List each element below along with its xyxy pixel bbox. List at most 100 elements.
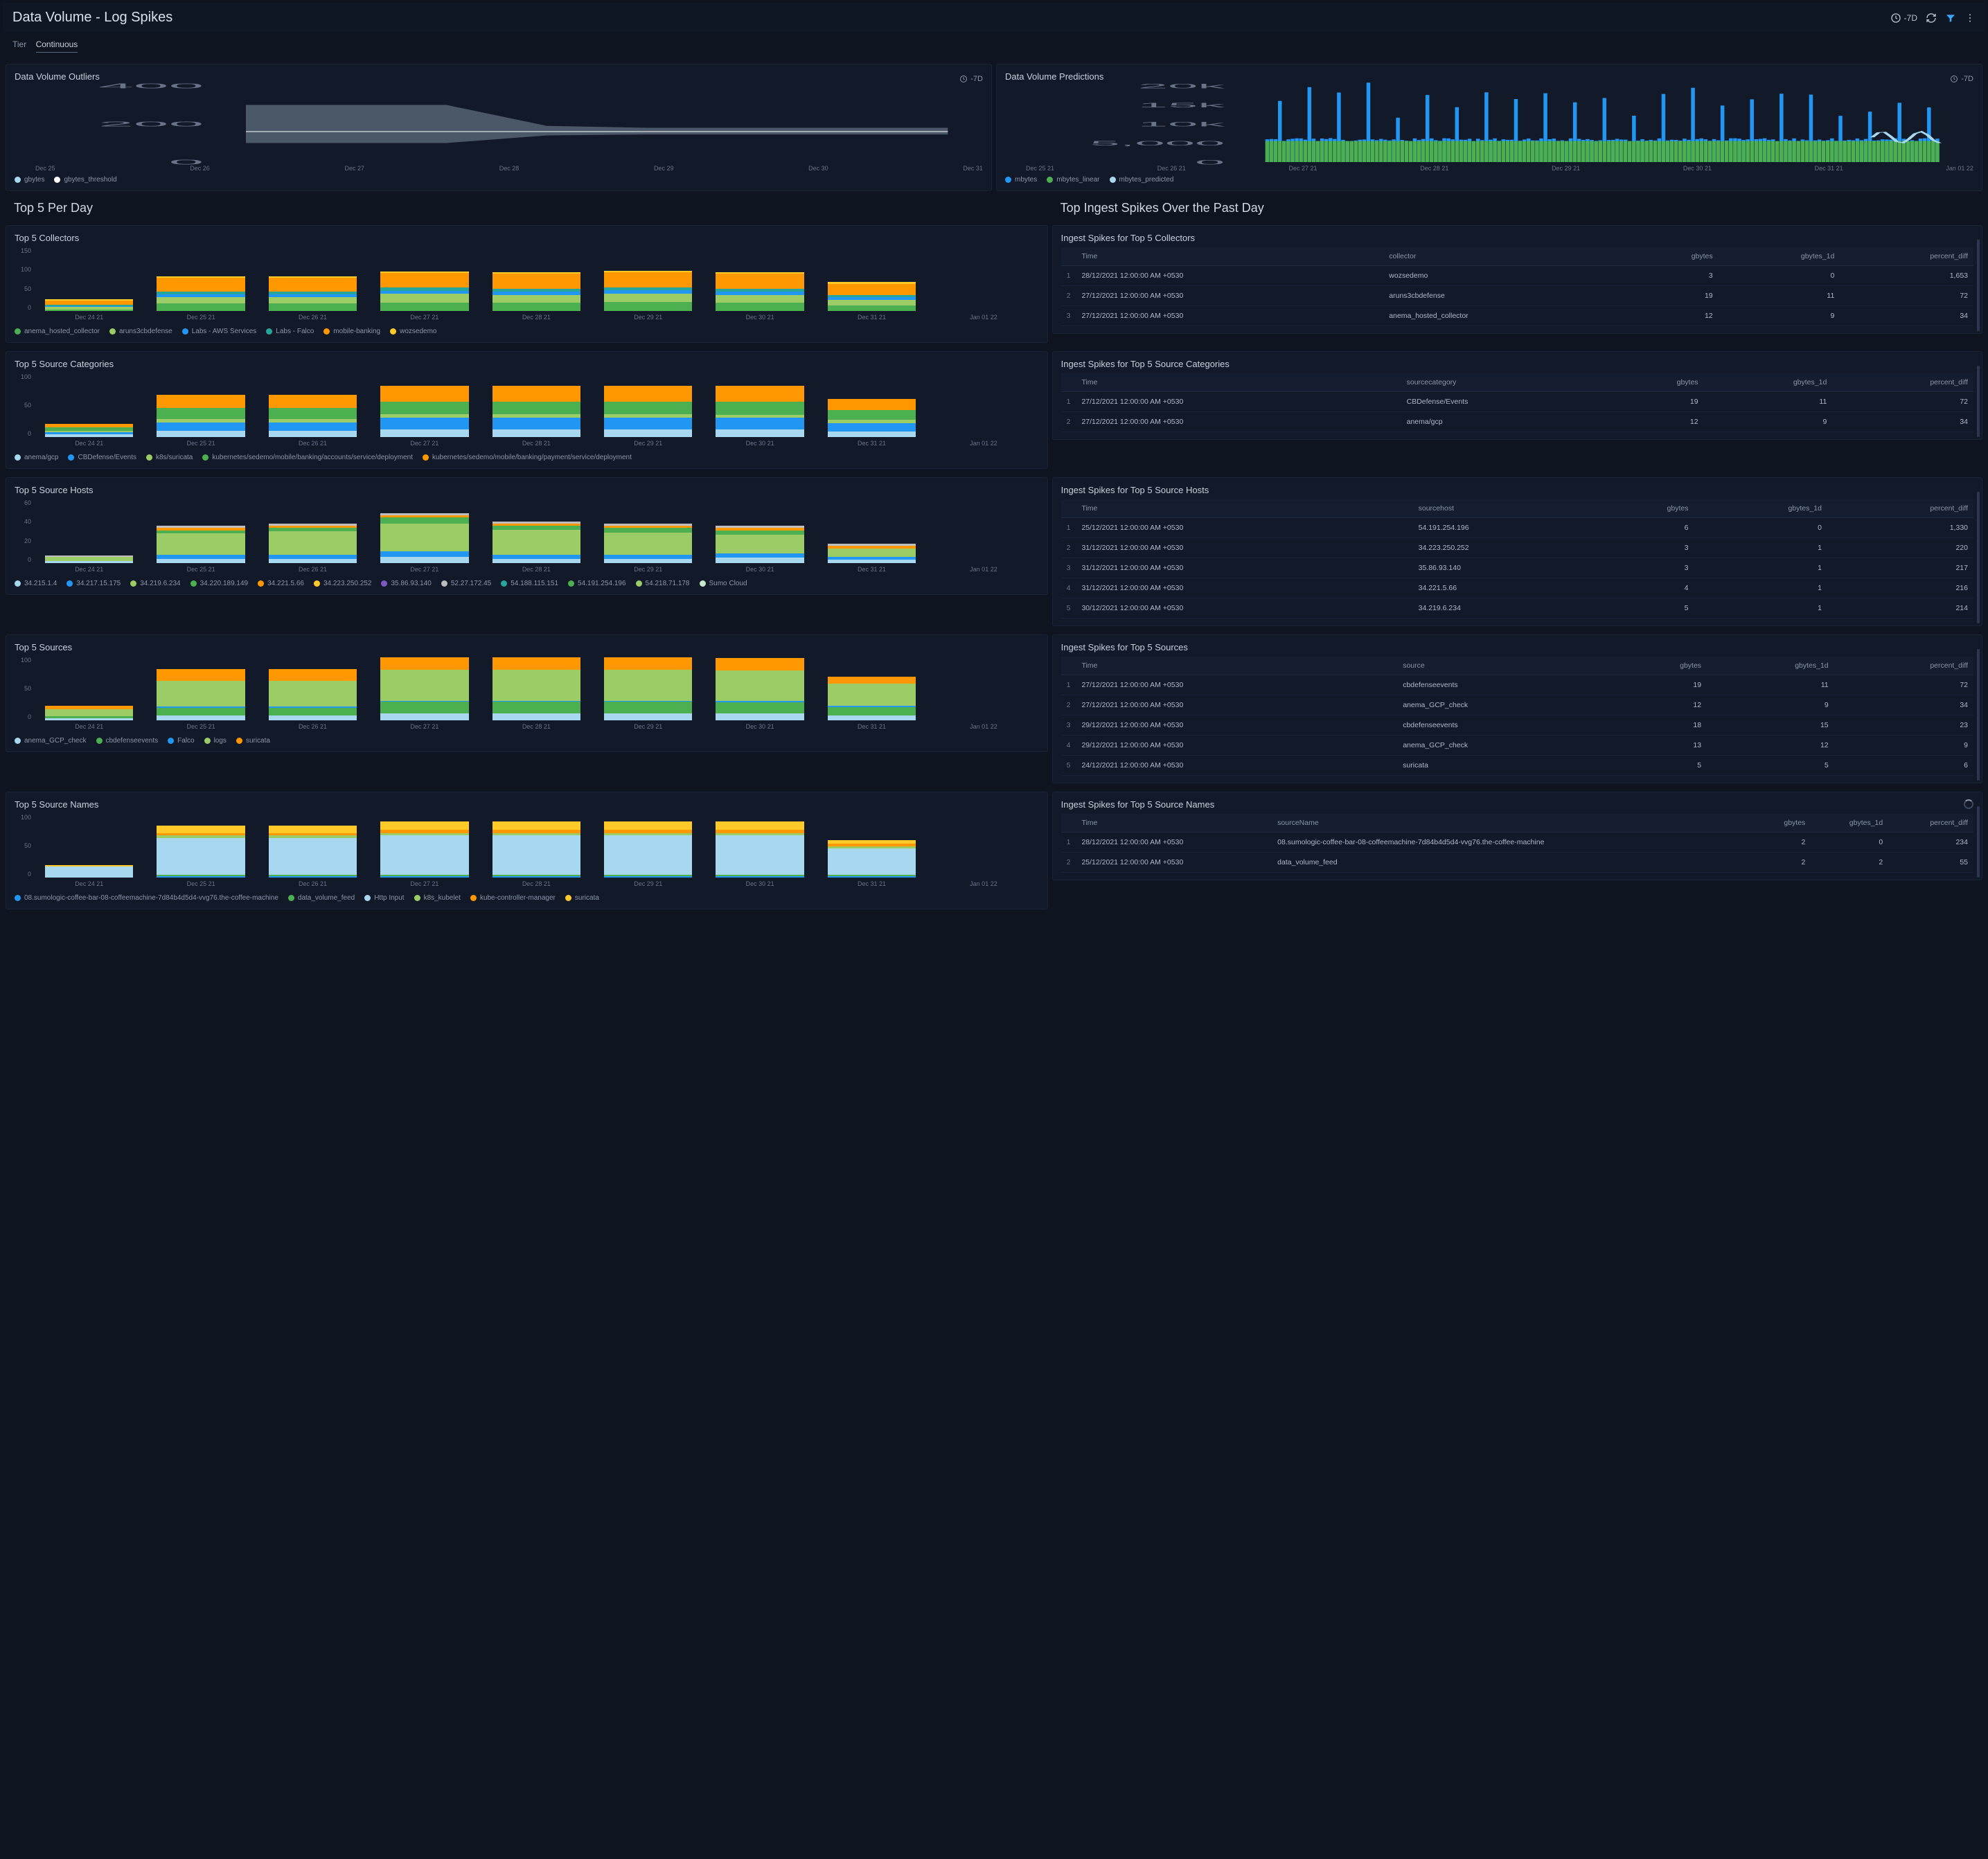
- table-row[interactable]: 227/12/2021 12:00:00 AM +0530aruns3cbdef…: [1061, 286, 1973, 306]
- legend-item[interactable]: CBDefense/Events: [68, 454, 136, 461]
- legend-item[interactable]: Labs - Falco: [266, 328, 314, 335]
- bar-group[interactable]: Dec 25 21: [145, 395, 256, 447]
- legend-item[interactable]: suricata: [565, 894, 599, 902]
- legend-item[interactable]: data_volume_feed: [288, 894, 355, 902]
- filter-tier-select[interactable]: Continuous: [36, 39, 78, 53]
- table-row[interactable]: 429/12/2021 12:00:00 AM +0530anema_GCP_c…: [1061, 736, 1973, 756]
- bar-group[interactable]: Dec 26 21: [258, 524, 368, 573]
- time-range-button[interactable]: -7D: [1890, 12, 1917, 24]
- bar-group[interactable]: Dec 28 21: [481, 522, 592, 573]
- legend-item[interactable]: anema/gcp: [15, 454, 58, 461]
- bar-group[interactable]: Dec 30 21: [704, 526, 815, 573]
- table-row[interactable]: 227/12/2021 12:00:00 AM +0530anema/gcp12…: [1061, 412, 1973, 432]
- refresh-icon[interactable]: [1926, 12, 1937, 24]
- legend-item[interactable]: 34.220.189.149: [190, 580, 249, 587]
- bar-group[interactable]: Dec 26 21: [258, 826, 368, 887]
- bar-group[interactable]: Dec 30 21: [704, 386, 815, 447]
- legend-item[interactable]: kubernetes/sedemo/mobile/banking/payment…: [423, 454, 632, 461]
- bar-group[interactable]: Dec 29 21: [593, 386, 703, 447]
- table-row[interactable]: 127/12/2021 12:00:00 AM +0530cbdefenseev…: [1061, 675, 1973, 695]
- bar-group[interactable]: Dec 29 21: [593, 821, 703, 887]
- bar-group[interactable]: Dec 28 21: [481, 386, 592, 447]
- panel-time-range[interactable]: -7D: [959, 75, 983, 83]
- legend-item[interactable]: 34.219.6.234: [130, 580, 180, 587]
- legend-item[interactable]: 52.27.172.45: [441, 580, 491, 587]
- bar-group[interactable]: Dec 27 21: [369, 513, 479, 573]
- legend-item[interactable]: 34.217.15.175: [66, 580, 121, 587]
- table-row[interactable]: 327/12/2021 12:00:00 AM +0530anema_hoste…: [1061, 306, 1973, 326]
- bar-group[interactable]: Dec 29 21: [593, 524, 703, 573]
- bar-group[interactable]: Dec 31 21: [817, 282, 927, 321]
- bar-group[interactable]: Dec 28 21: [481, 821, 592, 887]
- more-icon[interactable]: [1964, 12, 1976, 24]
- legend-item[interactable]: kubernetes/sedemo/mobile/banking/account…: [202, 454, 413, 461]
- bar-group[interactable]: Jan 01 22: [928, 311, 1038, 321]
- bar-group[interactable]: Dec 27 21: [369, 386, 479, 447]
- legend-item[interactable]: k8s/suricata: [146, 454, 193, 461]
- scrollbar[interactable]: [1977, 240, 1980, 331]
- scrollbar[interactable]: [1977, 492, 1980, 623]
- legend-item[interactable]: cbdefenseevents: [96, 737, 159, 745]
- bar-group[interactable]: Dec 24 21: [34, 706, 144, 730]
- table-row[interactable]: 128/12/2021 12:00:00 AM +053008.sumologi…: [1061, 833, 1973, 853]
- bar-group[interactable]: Dec 24 21: [34, 865, 144, 887]
- legend-item[interactable]: logs: [204, 737, 227, 745]
- legend-item[interactable]: 54.188.115.151: [501, 580, 558, 587]
- scrollbar[interactable]: [1977, 806, 1980, 878]
- table-row[interactable]: 524/12/2021 12:00:00 AM +0530suricata556: [1061, 756, 1973, 776]
- legend-item[interactable]: Labs - AWS Services: [182, 328, 257, 335]
- bar-group[interactable]: Dec 31 21: [817, 544, 927, 573]
- bar-group[interactable]: Dec 24 21: [34, 299, 144, 321]
- bar-group[interactable]: Jan 01 22: [928, 720, 1038, 730]
- bar-group[interactable]: Dec 30 21: [704, 821, 815, 887]
- table-row[interactable]: 225/12/2021 12:00:00 AM +0530data_volume…: [1061, 853, 1973, 873]
- bar-group[interactable]: Dec 25 21: [145, 669, 256, 730]
- legend-item[interactable]: 34.215.1.4: [15, 580, 57, 587]
- bar-group[interactable]: Dec 25 21: [145, 826, 256, 887]
- bar-group[interactable]: Dec 26 21: [258, 669, 368, 730]
- legend-item[interactable]: Http Input: [364, 894, 404, 902]
- legend-item[interactable]: mobile-banking: [323, 328, 380, 335]
- legend-item[interactable]: k8s_kubelet: [414, 894, 461, 902]
- bar-group[interactable]: Dec 28 21: [481, 657, 592, 730]
- legend-item[interactable]: Falco: [168, 737, 194, 745]
- table-row[interactable]: 331/12/2021 12:00:00 AM +053035.86.93.14…: [1061, 558, 1973, 578]
- legend-item[interactable]: Sumo Cloud: [700, 580, 747, 587]
- bar-group[interactable]: Dec 28 21: [481, 272, 592, 321]
- bar-group[interactable]: Dec 27 21: [369, 657, 479, 730]
- table-row[interactable]: 329/12/2021 12:00:00 AM +0530cbdefenseev…: [1061, 715, 1973, 736]
- bar-group[interactable]: Dec 26 21: [258, 276, 368, 321]
- legend-item[interactable]: 35.86.93.140: [381, 580, 431, 587]
- bar-group[interactable]: Dec 25 21: [145, 276, 256, 321]
- legend-item[interactable]: 34.221.5.66: [258, 580, 304, 587]
- legend-item[interactable]: gbytes: [15, 176, 44, 184]
- legend-item[interactable]: 54.191.254.196: [568, 580, 626, 587]
- bar-group[interactable]: Dec 31 21: [817, 677, 927, 730]
- bar-group[interactable]: Dec 30 21: [704, 272, 815, 321]
- table-row[interactable]: 530/12/2021 12:00:00 AM +053034.219.6.23…: [1061, 598, 1973, 619]
- bar-group[interactable]: Dec 30 21: [704, 658, 815, 730]
- bar-group[interactable]: Dec 26 21: [258, 395, 368, 447]
- legend-item[interactable]: anema_GCP_check: [15, 737, 87, 745]
- table-row[interactable]: 431/12/2021 12:00:00 AM +053034.221.5.66…: [1061, 578, 1973, 598]
- table-row[interactable]: 231/12/2021 12:00:00 AM +053034.223.250.…: [1061, 538, 1973, 558]
- bar-group[interactable]: Dec 24 21: [34, 555, 144, 573]
- scrollbar[interactable]: [1977, 366, 1980, 437]
- bar-group[interactable]: Dec 29 21: [593, 657, 703, 730]
- bar-group[interactable]: Dec 27 21: [369, 272, 479, 321]
- scrollbar[interactable]: [1977, 649, 1980, 781]
- legend-item[interactable]: mbytes_predicted: [1110, 176, 1174, 184]
- bar-group[interactable]: Dec 27 21: [369, 821, 479, 887]
- legend-item[interactable]: aruns3cbdefense: [109, 328, 172, 335]
- legend-item[interactable]: 08.sumologic-coffee-bar-08-coffeemachine…: [15, 894, 278, 902]
- legend-item[interactable]: wozsedemo: [390, 328, 436, 335]
- bar-group[interactable]: Dec 25 21: [145, 526, 256, 573]
- legend-item[interactable]: suricata: [236, 737, 270, 745]
- filter-icon[interactable]: [1945, 12, 1956, 24]
- legend-item[interactable]: 34.223.250.252: [314, 580, 372, 587]
- bar-group[interactable]: Jan 01 22: [928, 437, 1038, 447]
- bar-group[interactable]: Dec 31 21: [817, 840, 927, 887]
- legend-item[interactable]: 54.218.71.178: [636, 580, 690, 587]
- legend-item[interactable]: mbytes: [1005, 176, 1037, 184]
- table-row[interactable]: 125/12/2021 12:00:00 AM +053054.191.254.…: [1061, 518, 1973, 538]
